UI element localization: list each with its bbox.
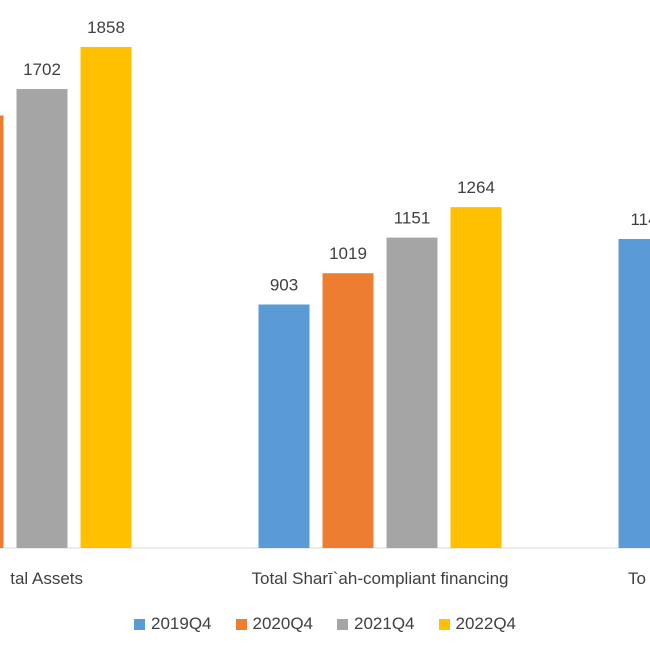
bar-2020Q4-2 <box>322 273 374 548</box>
legend-swatch <box>134 618 145 630</box>
legend-item-2021Q4: 2021Q4 <box>337 614 415 634</box>
legend: 2019Q4 2020Q4 2021Q4 2022Q4 <box>0 614 650 634</box>
legend-swatch <box>235 618 247 630</box>
legend-item-2022Q4: 2022Q4 <box>438 614 517 634</box>
category-label-3: To <box>628 569 646 588</box>
legend-label: 2019Q4 <box>151 614 212 633</box>
legend-swatch <box>438 618 450 630</box>
data-label-2021Q4-2: 1151 <box>394 209 431 228</box>
bar-2022Q4-2 <box>450 207 502 549</box>
data-label-2022Q4-1: 1858 <box>87 18 125 37</box>
bar-2019Q4-3 <box>618 238 650 548</box>
legend-label: 2022Q4 <box>455 614 517 633</box>
legend-swatch <box>337 618 348 630</box>
data-label-2019Q4-3: 114 <box>630 210 650 229</box>
bar-2022Q4-1 <box>80 46 132 548</box>
bar-2020Q4-1 <box>0 115 4 549</box>
category-label-2: Total Sharī`ah-compliant financing <box>251 569 508 588</box>
category-label-1: tal Assets <box>10 569 83 588</box>
bar-2021Q4-2 <box>386 237 438 548</box>
bar-2019Q4-2 <box>258 304 310 548</box>
legend-item-2020Q4: 2020Q4 <box>235 614 314 634</box>
bar-2021Q4-1 <box>16 89 68 549</box>
legend-label: 2021Q4 <box>354 614 415 633</box>
data-label-2021Q4-1: 1702 <box>23 60 61 79</box>
data-label-2019Q4-2: 903 <box>270 275 298 294</box>
data-label-2020Q4-2: 1019 <box>329 244 367 263</box>
legend-item-2019Q4: 2019Q4 <box>134 614 212 634</box>
data-label-2022Q4-2: 1264 <box>457 178 495 197</box>
legend-label: 2020Q4 <box>252 614 314 633</box>
